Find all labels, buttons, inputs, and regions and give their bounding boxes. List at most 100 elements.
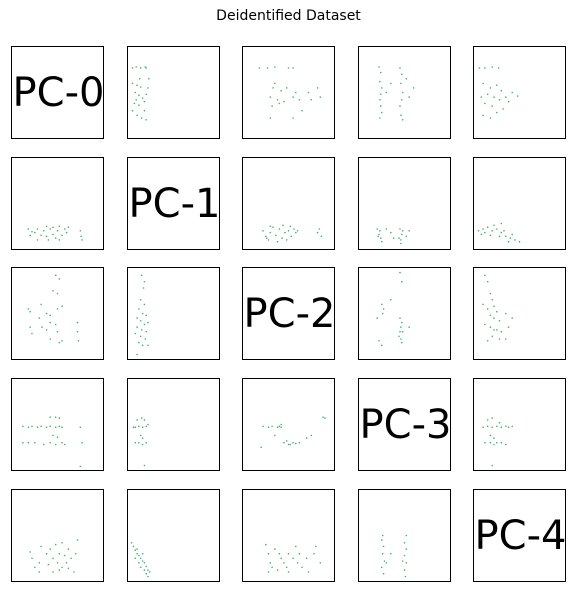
scatter-point xyxy=(269,562,272,564)
scatter-point xyxy=(54,323,57,326)
subplot-r0-c2 xyxy=(242,46,335,139)
scatter-point xyxy=(399,105,401,107)
scatter-point xyxy=(49,441,51,444)
scatter-point xyxy=(307,571,310,573)
scatter-point xyxy=(486,308,489,310)
scatter-point xyxy=(285,239,288,241)
scatter-point xyxy=(390,231,392,234)
scatter-point xyxy=(56,230,59,232)
subplot-r4-c3 xyxy=(358,489,451,582)
scatter-point xyxy=(81,239,83,241)
scatter-point xyxy=(507,326,510,328)
scatter-point xyxy=(486,93,489,96)
scatter-point xyxy=(271,566,273,569)
scatter-point xyxy=(139,78,141,80)
scatter-point xyxy=(145,93,147,96)
scatter-point xyxy=(301,109,303,112)
scatter-point xyxy=(61,234,63,237)
scatter-point xyxy=(148,78,150,80)
scatter-point xyxy=(132,545,135,548)
scatter-point xyxy=(274,66,276,68)
scatter-point xyxy=(399,317,401,319)
scatter-point xyxy=(133,102,136,105)
scatter-point xyxy=(289,225,292,228)
scatter-point xyxy=(58,425,61,428)
scatter-point xyxy=(500,89,503,92)
scatter-point xyxy=(381,312,384,315)
scatter-point xyxy=(138,308,140,310)
scatter-point xyxy=(505,425,507,428)
scatter-point xyxy=(260,446,262,449)
scatter-point xyxy=(136,114,138,117)
scatter-point xyxy=(145,441,147,444)
scatter-point xyxy=(134,557,137,560)
scatter-point xyxy=(141,312,144,315)
scatter-plot-r3-c2 xyxy=(260,416,326,449)
scatter-point xyxy=(73,571,75,573)
scatter-point xyxy=(380,237,382,239)
scatter-point xyxy=(149,571,151,573)
scatter-point xyxy=(380,93,382,96)
scatter-point xyxy=(403,554,406,557)
scatter-plot-r2-c4 xyxy=(482,274,513,342)
scatter-point xyxy=(400,242,402,245)
scatter-point xyxy=(79,426,82,428)
scatter-point xyxy=(511,425,513,428)
scatter-point xyxy=(500,426,503,428)
scatter-point xyxy=(139,299,142,301)
scatter-point xyxy=(287,571,290,573)
scatter-point xyxy=(376,317,378,319)
scatter-point xyxy=(139,335,142,338)
scatter-point xyxy=(518,240,521,243)
scatter-point xyxy=(489,292,492,295)
scatter-point xyxy=(507,240,510,243)
diagonal-label-pc-1: PC-1 xyxy=(128,181,220,227)
scatter-point xyxy=(139,86,142,88)
scatter-point xyxy=(502,108,504,110)
scatter-point xyxy=(138,425,140,428)
scatter-point xyxy=(143,569,146,571)
diagonal-label-pc-3: PC-3 xyxy=(359,402,451,448)
scatter-point xyxy=(145,67,147,69)
scatter-point xyxy=(493,443,495,446)
scatter-point xyxy=(489,434,492,437)
scatter-point xyxy=(298,552,301,555)
scatter-point xyxy=(381,303,383,306)
scatter-point xyxy=(287,230,290,232)
scatter-point xyxy=(381,552,384,555)
scatter-point xyxy=(76,321,79,324)
scatter-point xyxy=(34,566,36,569)
scatter-point xyxy=(498,99,501,101)
scatter-point xyxy=(484,231,486,234)
scatter-point xyxy=(258,67,261,69)
scatter-point xyxy=(511,91,513,94)
scatter-point xyxy=(276,99,279,101)
scatter-point xyxy=(143,562,146,564)
scatter-point xyxy=(136,419,138,421)
scatter-point xyxy=(45,329,48,331)
scatter-point xyxy=(480,233,483,236)
scatter-point xyxy=(34,441,36,444)
scatter-point xyxy=(140,329,143,331)
scatter-point xyxy=(52,226,54,228)
subplot-r3-c3: PC-3 xyxy=(358,378,451,471)
chart-title: Deidentified Dataset xyxy=(216,8,361,24)
scatter-point xyxy=(283,562,285,564)
scatter-point xyxy=(64,228,66,230)
scatter-point xyxy=(136,552,138,555)
scatter-point xyxy=(271,105,273,107)
scatter-point xyxy=(480,96,483,98)
scatter-point xyxy=(139,434,142,437)
scatter-point xyxy=(67,548,70,550)
scatter-point xyxy=(136,317,138,319)
scatter-point xyxy=(496,329,498,331)
scatter-point xyxy=(61,305,63,307)
scatter-point xyxy=(322,416,324,418)
scatter-point xyxy=(56,562,59,564)
scatter-point xyxy=(316,87,319,89)
scatter-point xyxy=(141,97,144,99)
scatter-point xyxy=(145,572,147,575)
subplot-r0-c0: PC-0 xyxy=(11,46,104,139)
scatter-point xyxy=(278,552,281,555)
scatter-point xyxy=(141,437,144,439)
